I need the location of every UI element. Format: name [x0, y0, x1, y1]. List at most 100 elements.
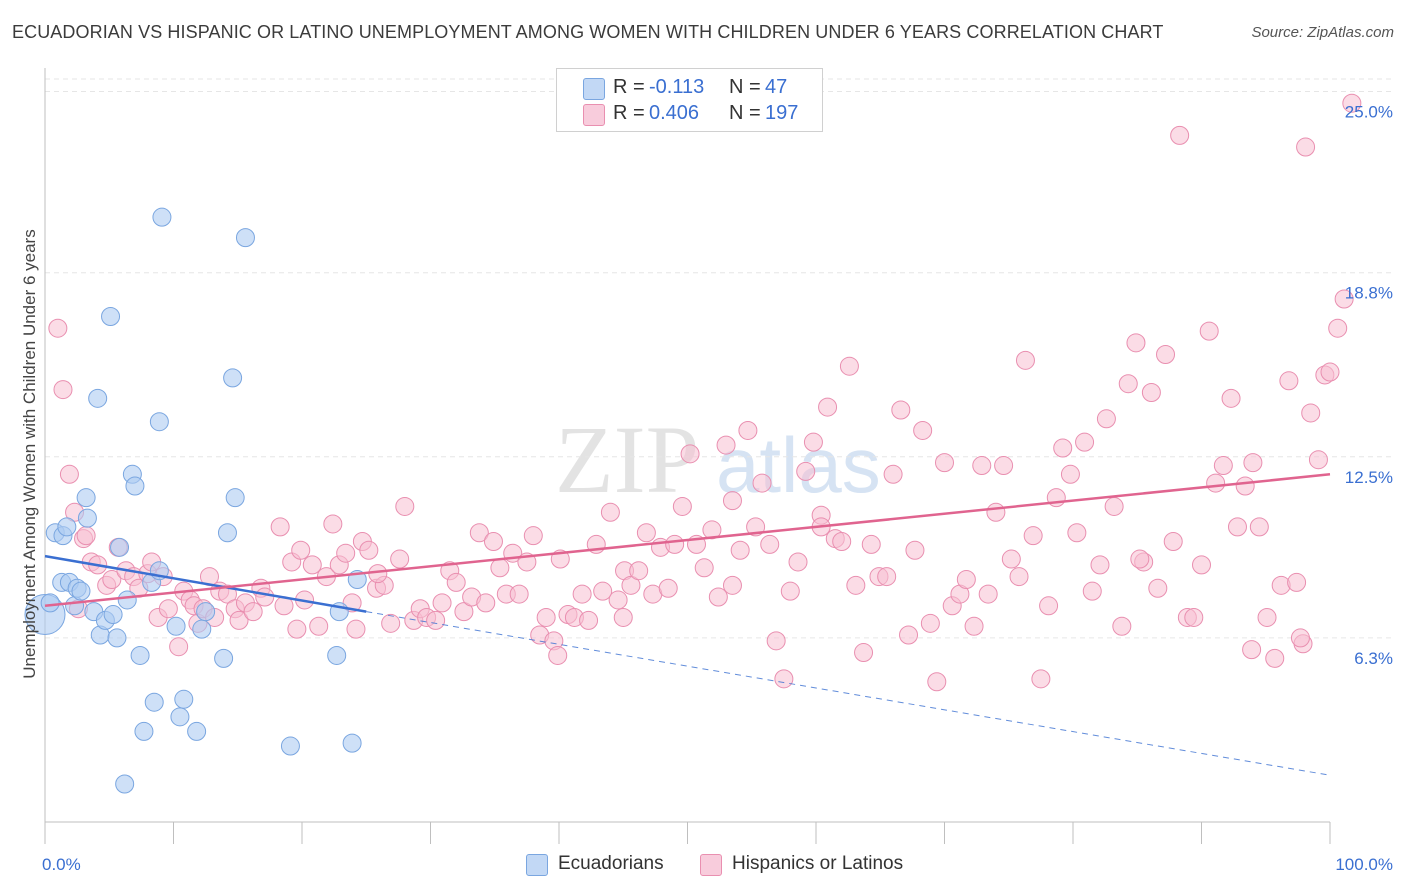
- ecuadorian-point: [327, 645, 347, 665]
- hispanic-swatch: [700, 854, 722, 876]
- hispanic-point: [927, 672, 947, 692]
- n-value: 47: [765, 76, 788, 98]
- hispanic-point: [593, 581, 613, 601]
- ecuadorian-point: [174, 689, 194, 709]
- trend-lines: [44, 473, 1331, 776]
- ecuadorian-swatch: [526, 854, 548, 876]
- hispanic-point: [818, 397, 838, 417]
- hispanic-point: [1060, 464, 1080, 484]
- hispanic-point: [302, 555, 322, 575]
- ecuadorian-point: [115, 774, 135, 794]
- ecuadorian-point: [223, 368, 243, 388]
- hispanic-point: [738, 420, 758, 440]
- y-tick-label: 18.8%: [1345, 284, 1393, 303]
- hispanic-point: [877, 567, 897, 587]
- ecuadorian-point: [134, 721, 154, 741]
- hispanic-point: [1328, 318, 1348, 338]
- hispanic-point: [346, 619, 366, 639]
- hispanic-point: [1221, 388, 1241, 408]
- ecuadorian-point: [130, 645, 150, 665]
- y-tick-label: 6.3%: [1354, 649, 1393, 668]
- hispanic-point: [1249, 517, 1269, 537]
- hispanic-point: [1126, 333, 1146, 353]
- hispanic-point: [536, 607, 556, 627]
- hispanic-point: [523, 526, 543, 546]
- hispanic-point: [1001, 549, 1021, 569]
- hispanic-point: [1265, 648, 1285, 668]
- hispanic-point: [1257, 607, 1277, 627]
- hispanic-point: [1213, 456, 1233, 476]
- ecuadorian-point: [40, 593, 60, 613]
- hispanic-point: [600, 502, 620, 522]
- hispanic-trend-line: [44, 473, 1331, 608]
- hispanic-point: [702, 520, 722, 540]
- hispanic-point: [243, 602, 263, 622]
- y-tick-label: 25.0%: [1345, 103, 1393, 122]
- hispanic-point: [1227, 517, 1247, 537]
- ecuadorian-point: [217, 523, 237, 543]
- hispanic-point: [490, 558, 510, 578]
- hispanic-points: [48, 93, 1362, 692]
- ecuadorian-point: [77, 508, 97, 528]
- hispanic-point: [426, 610, 446, 630]
- hispanic-point: [839, 356, 859, 376]
- ecuadorian-trend-line: [44, 554, 367, 613]
- hispanic-point: [1082, 581, 1102, 601]
- hispanic-point: [1184, 607, 1204, 627]
- hispanic-point: [309, 616, 329, 636]
- ecuadorian-point: [117, 590, 137, 610]
- hispanic-point: [986, 502, 1006, 522]
- ecuadorian-point: [152, 207, 172, 227]
- hispanic-swatch: [583, 104, 605, 126]
- hispanic-point: [608, 590, 628, 610]
- hispanic-point: [1104, 496, 1124, 516]
- n-value: 197: [765, 102, 799, 124]
- hispanic-point: [1242, 640, 1262, 660]
- ecuadorian-point: [103, 605, 123, 625]
- hispanic-point: [658, 578, 678, 598]
- hispanic-point: [780, 581, 800, 601]
- hispanic-point: [1023, 526, 1043, 546]
- hispanic-point: [1090, 555, 1110, 575]
- hispanic-point: [1053, 438, 1073, 458]
- hispanic-point: [381, 613, 401, 633]
- r-label: R =: [613, 102, 645, 124]
- hispanic-point: [803, 432, 823, 452]
- hispanic-point: [760, 534, 780, 554]
- ecuadorian-point: [196, 602, 216, 622]
- hispanic-point: [1334, 289, 1354, 309]
- x-tick-label: 0.0%: [42, 855, 81, 874]
- ecuadorian-point: [110, 537, 130, 557]
- ecuadorian-point: [149, 412, 169, 432]
- ecuadorian-point: [170, 707, 190, 727]
- hispanic-point: [1112, 616, 1132, 636]
- hispanic-point: [680, 444, 700, 464]
- hispanic-point: [1031, 669, 1051, 689]
- ecuadorian-points: [24, 207, 367, 794]
- hispanic-point: [766, 631, 786, 651]
- hispanic-point: [796, 461, 816, 481]
- hispanic-point: [665, 534, 685, 554]
- hispanic-point: [891, 400, 911, 420]
- hispanic-point: [1296, 137, 1316, 157]
- ecuadorian-point: [107, 628, 127, 648]
- hispanic-point: [483, 532, 503, 551]
- ecuadorian-point: [342, 733, 362, 753]
- hispanic-point: [832, 532, 852, 551]
- hispanic-point: [722, 491, 742, 511]
- axes: [44, 68, 1331, 844]
- hispanic-point: [1075, 432, 1095, 452]
- hispanic-point: [270, 517, 290, 537]
- hispanic-point: [694, 558, 714, 578]
- hispanic-point: [1206, 473, 1226, 493]
- hispanic-point: [1118, 374, 1138, 394]
- hispanic-point: [621, 575, 641, 595]
- hispanic-point: [629, 561, 649, 581]
- hispanic-point: [1301, 403, 1321, 423]
- hispanic-point: [336, 543, 356, 563]
- hispanic-point: [1156, 345, 1176, 364]
- hispanic-point: [1163, 532, 1183, 551]
- watermark: ZIP atlas: [555, 406, 881, 513]
- ecuadorian-point: [214, 648, 234, 668]
